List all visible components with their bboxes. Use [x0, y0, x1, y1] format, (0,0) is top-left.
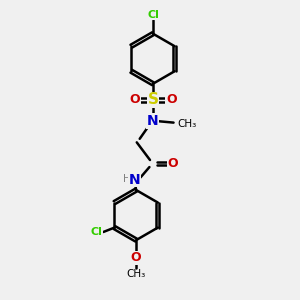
Text: CH₃: CH₃ — [177, 119, 196, 129]
Text: O: O — [129, 93, 140, 106]
Text: O: O — [166, 93, 176, 106]
Text: Cl: Cl — [91, 227, 103, 237]
Text: S: S — [147, 92, 158, 107]
Text: N: N — [147, 114, 159, 128]
Text: CH₃: CH₃ — [127, 269, 146, 279]
Text: H: H — [123, 174, 131, 184]
Text: Cl: Cl — [147, 10, 159, 20]
Text: N: N — [129, 173, 140, 187]
Text: O: O — [168, 157, 178, 170]
Text: O: O — [131, 251, 142, 264]
